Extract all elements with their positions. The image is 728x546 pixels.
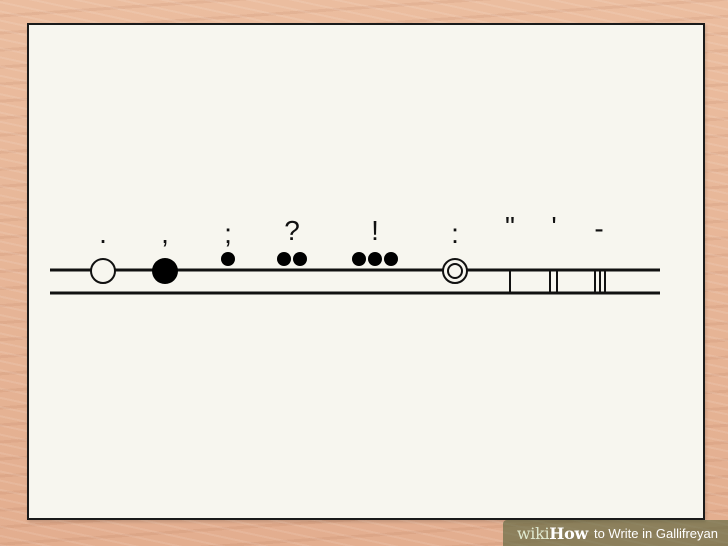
label-double-quote: " xyxy=(505,211,515,242)
label-comma: , xyxy=(161,218,169,249)
label-question: ? xyxy=(284,215,300,246)
label-apostrophe: ' xyxy=(551,211,556,242)
question-dot-2 xyxy=(293,252,307,266)
question-dot-1 xyxy=(277,252,291,266)
semicolon-dot xyxy=(221,252,235,266)
label-hyphen: - xyxy=(594,213,603,244)
exclamation-dot-3 xyxy=(384,252,398,266)
wikihow-logo: wikiHow xyxy=(517,524,588,543)
label-colon: : xyxy=(451,218,459,249)
wikihow-watermark: wikiHow to Write in Gallifreyan xyxy=(502,520,728,546)
label-semicolon: ; xyxy=(224,218,232,249)
exclamation-dot-1 xyxy=(352,252,366,266)
logo-how-text: How xyxy=(549,523,588,543)
label-exclamation: ! xyxy=(371,215,379,246)
logo-wiki-text: wiki xyxy=(516,523,550,543)
period-symbol xyxy=(90,258,116,284)
label-period: . xyxy=(99,218,107,249)
comma-symbol xyxy=(152,258,178,284)
colon-inner-circle xyxy=(447,263,463,279)
article-title: to Write in Gallifreyan xyxy=(593,525,718,541)
exclamation-dot-2 xyxy=(368,252,382,266)
